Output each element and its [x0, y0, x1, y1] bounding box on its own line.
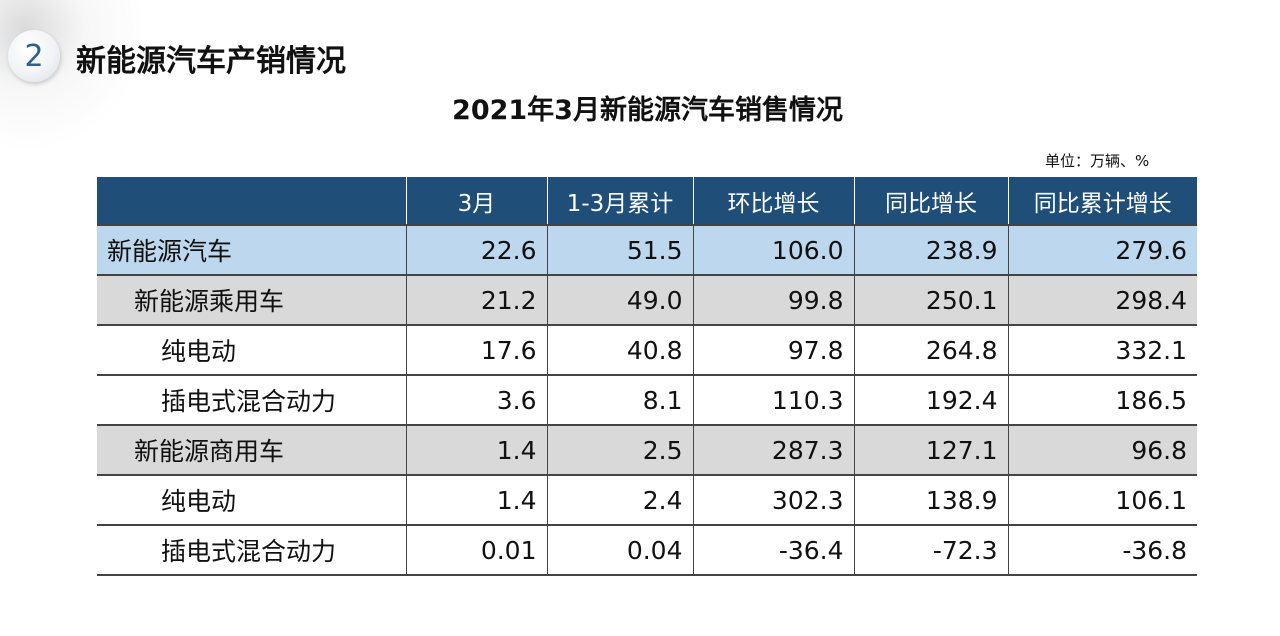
table-title: 2021年3月新能源汽车销售情况	[452, 95, 843, 126]
row-label: 新能源乘用车	[97, 275, 406, 326]
table-cell: 287.3	[692, 425, 854, 476]
table-row: 新能源乘用车 21.2 49.0 99.8 250.1 298.4	[97, 275, 1197, 326]
table-cell: 1.4	[405, 425, 547, 476]
table-cell: 127.1	[853, 425, 1008, 476]
table-cell: 21.2	[405, 275, 547, 326]
column-header: 同比增长	[853, 177, 1008, 226]
table-row: 新能源商用车 1.4 2.5 287.3 127.1 96.8	[97, 425, 1197, 476]
table-header-row: 3月 1-3月累计 环比增长 同比增长 同比累计增长	[97, 177, 1197, 226]
table-cell: 298.4	[1007, 275, 1197, 326]
table-cell: 49.0	[546, 275, 693, 326]
table-cell: 0.01	[405, 525, 547, 576]
table-cell: 302.3	[692, 475, 854, 526]
table-cell: 238.9	[853, 225, 1008, 276]
table-cell: 138.9	[853, 475, 1008, 526]
table-cell: 332.1	[1007, 325, 1197, 376]
table-cell: -36.4	[692, 525, 854, 576]
table-cell: 17.6	[405, 325, 547, 376]
table-cell: 99.8	[692, 275, 854, 326]
table-cell: 0.04	[546, 525, 693, 576]
table-cell: 106.0	[692, 225, 854, 276]
table-cell: 192.4	[853, 375, 1008, 426]
row-label: 插电式混合动力	[97, 375, 406, 426]
column-header	[97, 177, 406, 226]
table-cell: 110.3	[692, 375, 854, 426]
sales-table: 3月 1-3月累计 环比增长 同比增长 同比累计增长 新能源汽车 22.6 51…	[97, 177, 1197, 576]
table-cell: -72.3	[853, 525, 1008, 576]
table-row: 纯电动 17.6 40.8 97.8 264.8 332.1	[97, 325, 1197, 376]
table-cell: 2.5	[546, 425, 693, 476]
column-header: 1-3月累计	[546, 177, 693, 226]
column-header: 环比增长	[692, 177, 854, 226]
section-title: 新能源汽车产销情况	[76, 44, 346, 79]
row-label: 新能源汽车	[97, 225, 406, 276]
table-cell: 250.1	[853, 275, 1008, 326]
section-number-badge: 2	[8, 30, 60, 82]
unit-note: 单位：万辆、%	[1045, 152, 1150, 170]
table-cell: 2.4	[546, 475, 693, 526]
column-header: 3月	[405, 177, 547, 226]
table-row: 插电式混合动力 3.6 8.1 110.3 192.4 186.5	[97, 375, 1197, 426]
table-cell: 97.8	[692, 325, 854, 376]
row-label: 纯电动	[97, 475, 406, 526]
table-cell: 264.8	[853, 325, 1008, 376]
column-header: 同比累计增长	[1007, 177, 1197, 226]
table-cell: 1.4	[405, 475, 547, 526]
table-row: 纯电动 1.4 2.4 302.3 138.9 106.1	[97, 475, 1197, 526]
table-cell: 3.6	[405, 375, 547, 426]
table-cell: 40.8	[546, 325, 693, 376]
table-cell: 186.5	[1007, 375, 1197, 426]
table-cell: 106.1	[1007, 475, 1197, 526]
table-cell: -36.8	[1007, 525, 1197, 576]
row-label: 插电式混合动力	[97, 525, 406, 576]
table-cell: 22.6	[405, 225, 547, 276]
table-row: 插电式混合动力 0.01 0.04 -36.4 -72.3 -36.8	[97, 525, 1197, 576]
row-label: 纯电动	[97, 325, 406, 376]
table-cell: 51.5	[546, 225, 693, 276]
table-cell: 96.8	[1007, 425, 1197, 476]
row-label: 新能源商用车	[97, 425, 406, 476]
table-row: 新能源汽车 22.6 51.5 106.0 238.9 279.6	[97, 225, 1197, 276]
table-cell: 8.1	[546, 375, 693, 426]
table-cell: 279.6	[1007, 225, 1197, 276]
